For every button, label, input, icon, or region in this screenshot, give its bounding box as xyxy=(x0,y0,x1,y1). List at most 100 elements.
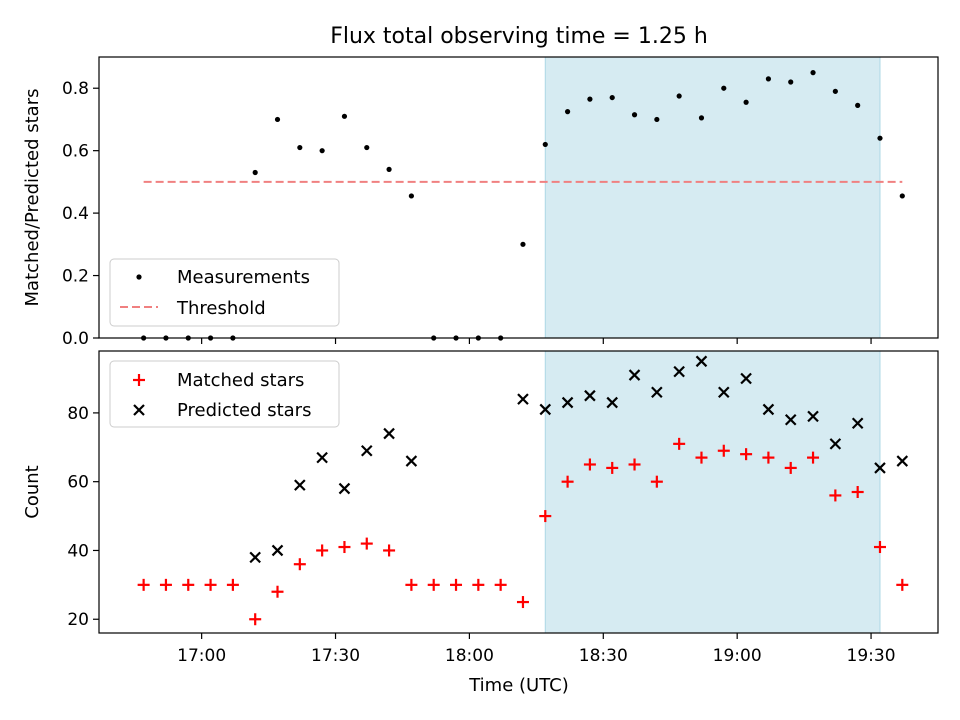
predicted-stars-stroke xyxy=(338,482,351,495)
matched-stars-point xyxy=(316,544,329,557)
x-tick-label: 18:30 xyxy=(579,646,628,666)
predicted-stars-point xyxy=(673,365,685,378)
count-marks xyxy=(137,355,909,626)
predicted-stars-point xyxy=(271,544,284,557)
predicted-stars-stroke xyxy=(651,386,663,399)
measurement-point xyxy=(341,113,348,119)
y-tick-label: 0.0 xyxy=(62,329,89,349)
measurement-point xyxy=(698,115,705,121)
predicted-stars-point xyxy=(896,455,909,467)
count-axes-frame xyxy=(98,350,939,634)
predicted-stars-stroke xyxy=(784,414,797,426)
predicted-stars-stroke xyxy=(517,393,529,405)
matched-stars-point xyxy=(583,458,596,471)
predicted-stars-stroke xyxy=(561,396,574,409)
matched-stars-point xyxy=(182,578,195,591)
legend-matched-marker xyxy=(133,374,145,386)
ratio-panel: 0.00.20.40.60.8 Matched/Predicted stars … xyxy=(22,56,939,349)
matched-stars-point xyxy=(137,578,150,591)
measurement-point xyxy=(654,116,660,123)
measurement-point xyxy=(542,141,548,148)
measurement-point xyxy=(743,99,749,105)
predicted-stars-point xyxy=(740,372,752,385)
count-x-ticks: 17:00 17:30 18:00 18:30 19:00 19:30 xyxy=(177,633,896,666)
predicted-stars-point xyxy=(807,410,819,423)
predicted-stars-stroke xyxy=(807,410,819,423)
predicted-stars-stroke xyxy=(851,417,864,429)
measurement-point xyxy=(274,116,281,123)
matched-stars-point xyxy=(650,475,663,488)
predicted-stars-point xyxy=(338,482,351,495)
matched-stars-point xyxy=(717,444,730,457)
matched-stars-point xyxy=(695,451,708,464)
predicted-stars-point xyxy=(294,479,306,491)
matched-stars-point xyxy=(829,489,842,502)
predicted-stars-stroke xyxy=(584,389,596,402)
count-y-axis-label: Count xyxy=(22,465,43,518)
matched-stars-point xyxy=(159,578,172,591)
predicted-stars-stroke xyxy=(673,365,685,378)
measurement-point xyxy=(252,169,258,176)
ratio-axes-frame xyxy=(98,56,939,339)
y-tick-label: 20 xyxy=(67,610,89,630)
matched-stars-point xyxy=(494,578,507,591)
measurement-point xyxy=(721,85,727,91)
ratio-marks xyxy=(141,70,905,341)
matched-stars-point xyxy=(673,437,686,450)
ratio-legend: Measurements Threshold xyxy=(109,258,340,327)
predicted-stars-point xyxy=(316,451,328,464)
predicted-stars-point xyxy=(405,455,418,467)
predicted-stars-stroke xyxy=(294,479,306,491)
matched-stars-point xyxy=(516,596,529,609)
matched-stars-point xyxy=(606,461,619,474)
y-tick-label: 0.2 xyxy=(62,267,89,287)
measurement-point xyxy=(520,241,526,247)
y-tick-label: 0.6 xyxy=(62,142,89,162)
predicted-stars-point xyxy=(784,414,797,426)
measurement-point xyxy=(631,112,638,118)
predicted-stars-stroke xyxy=(539,403,552,416)
ratio-legend-box xyxy=(109,258,340,327)
ratio-y-axis-label: Matched/Predicted stars xyxy=(22,89,43,307)
predicted-stars-stroke xyxy=(829,438,842,450)
measurement-point xyxy=(832,88,838,94)
predicted-stars-stroke xyxy=(606,396,618,409)
measurement-point xyxy=(408,193,414,199)
legend-matched-label: Matched stars xyxy=(177,370,304,391)
predicted-stars-point xyxy=(584,389,596,402)
matched-stars-point xyxy=(628,458,641,471)
measurement-point xyxy=(587,96,593,102)
matched-stars-point xyxy=(740,448,753,461)
measurement-point xyxy=(386,166,392,172)
matched-stars-point xyxy=(360,537,373,550)
x-tick-label: 18:00 xyxy=(445,646,494,666)
predicted-stars-stroke xyxy=(316,451,328,464)
matched-stars-point xyxy=(472,578,485,591)
measurement-point xyxy=(899,193,905,199)
predicted-stars-point xyxy=(539,403,552,416)
predicted-stars-stroke xyxy=(762,403,775,416)
predicted-stars-stroke xyxy=(628,369,641,381)
y-tick-label: 0.4 xyxy=(62,204,89,224)
predicted-stars-stroke xyxy=(360,444,373,457)
legend-measurements-marker xyxy=(136,274,142,280)
predicted-stars-stroke xyxy=(740,372,752,385)
x-tick-label: 19:30 xyxy=(847,646,896,666)
matched-stars-point xyxy=(450,578,463,591)
observing-window-shade-top xyxy=(544,56,881,339)
predicted-stars-point xyxy=(561,396,574,409)
measurement-point xyxy=(788,79,794,85)
predicted-stars-stroke xyxy=(271,544,284,557)
x-tick-label: 17:00 xyxy=(177,646,226,666)
measurement-point xyxy=(676,93,682,99)
matched-stars-point xyxy=(204,578,217,591)
matched-stars-point xyxy=(271,585,284,598)
matched-stars-point xyxy=(293,558,306,571)
legend-measurements-label: Measurements xyxy=(177,267,310,288)
predicted-stars-point xyxy=(718,386,730,399)
predicted-stars-point xyxy=(517,393,529,405)
ratio-x-ticks xyxy=(201,338,872,344)
y-tick-label: 80 xyxy=(67,404,89,424)
matched-stars-point xyxy=(338,541,351,554)
